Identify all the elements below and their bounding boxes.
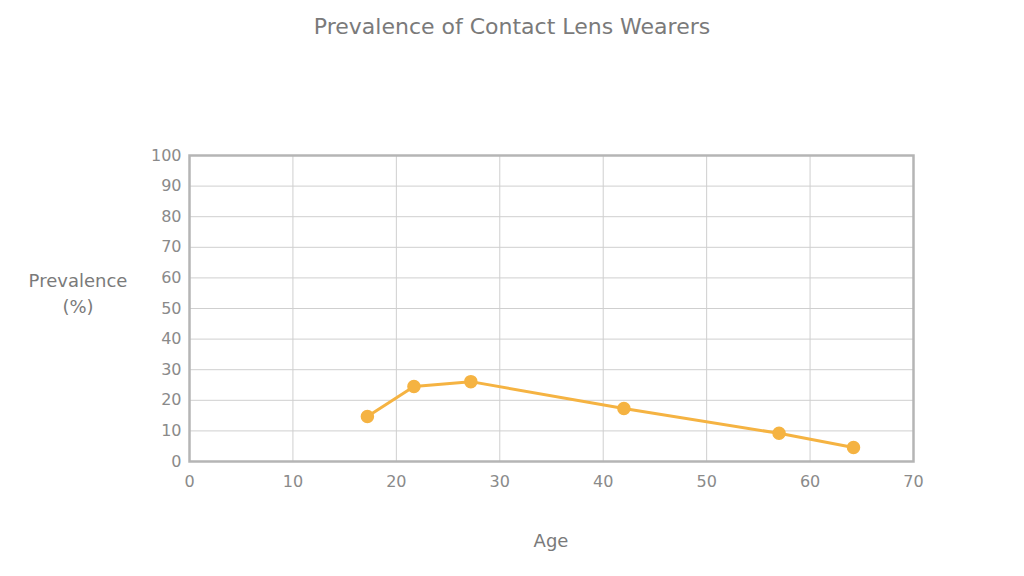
svg-text:20: 20 (386, 472, 406, 491)
svg-text:0: 0 (171, 452, 181, 471)
svg-text:90: 90 (161, 176, 181, 195)
svg-text:30: 30 (490, 472, 510, 491)
svg-text:0: 0 (184, 472, 194, 491)
svg-text:10: 10 (161, 421, 181, 440)
svg-text:10: 10 (283, 472, 303, 491)
svg-text:30: 30 (161, 360, 181, 379)
html-text:Prevalence of Contact Lens Wea: Prevalence of Contact Lens Wearers (313, 14, 711, 39)
svg-text:60: 60 (161, 268, 181, 287)
svg-text:20: 20 (161, 390, 181, 409)
svg-text:40: 40 (161, 329, 181, 348)
svg-text:100: 100 (151, 146, 182, 165)
html-text:Age: Age (533, 530, 569, 551)
svg-text:60: 60 (800, 472, 820, 491)
svg-text:40: 40 (593, 472, 613, 491)
svg-text:80: 80 (161, 207, 181, 226)
svg-text:70: 70 (161, 237, 181, 256)
svg-text:50: 50 (161, 299, 181, 318)
svg-text:50: 50 (696, 472, 716, 491)
svg-text:70: 70 (903, 472, 923, 491)
html-text:Prevalence (%): Prevalence (%) (28, 270, 128, 317)
